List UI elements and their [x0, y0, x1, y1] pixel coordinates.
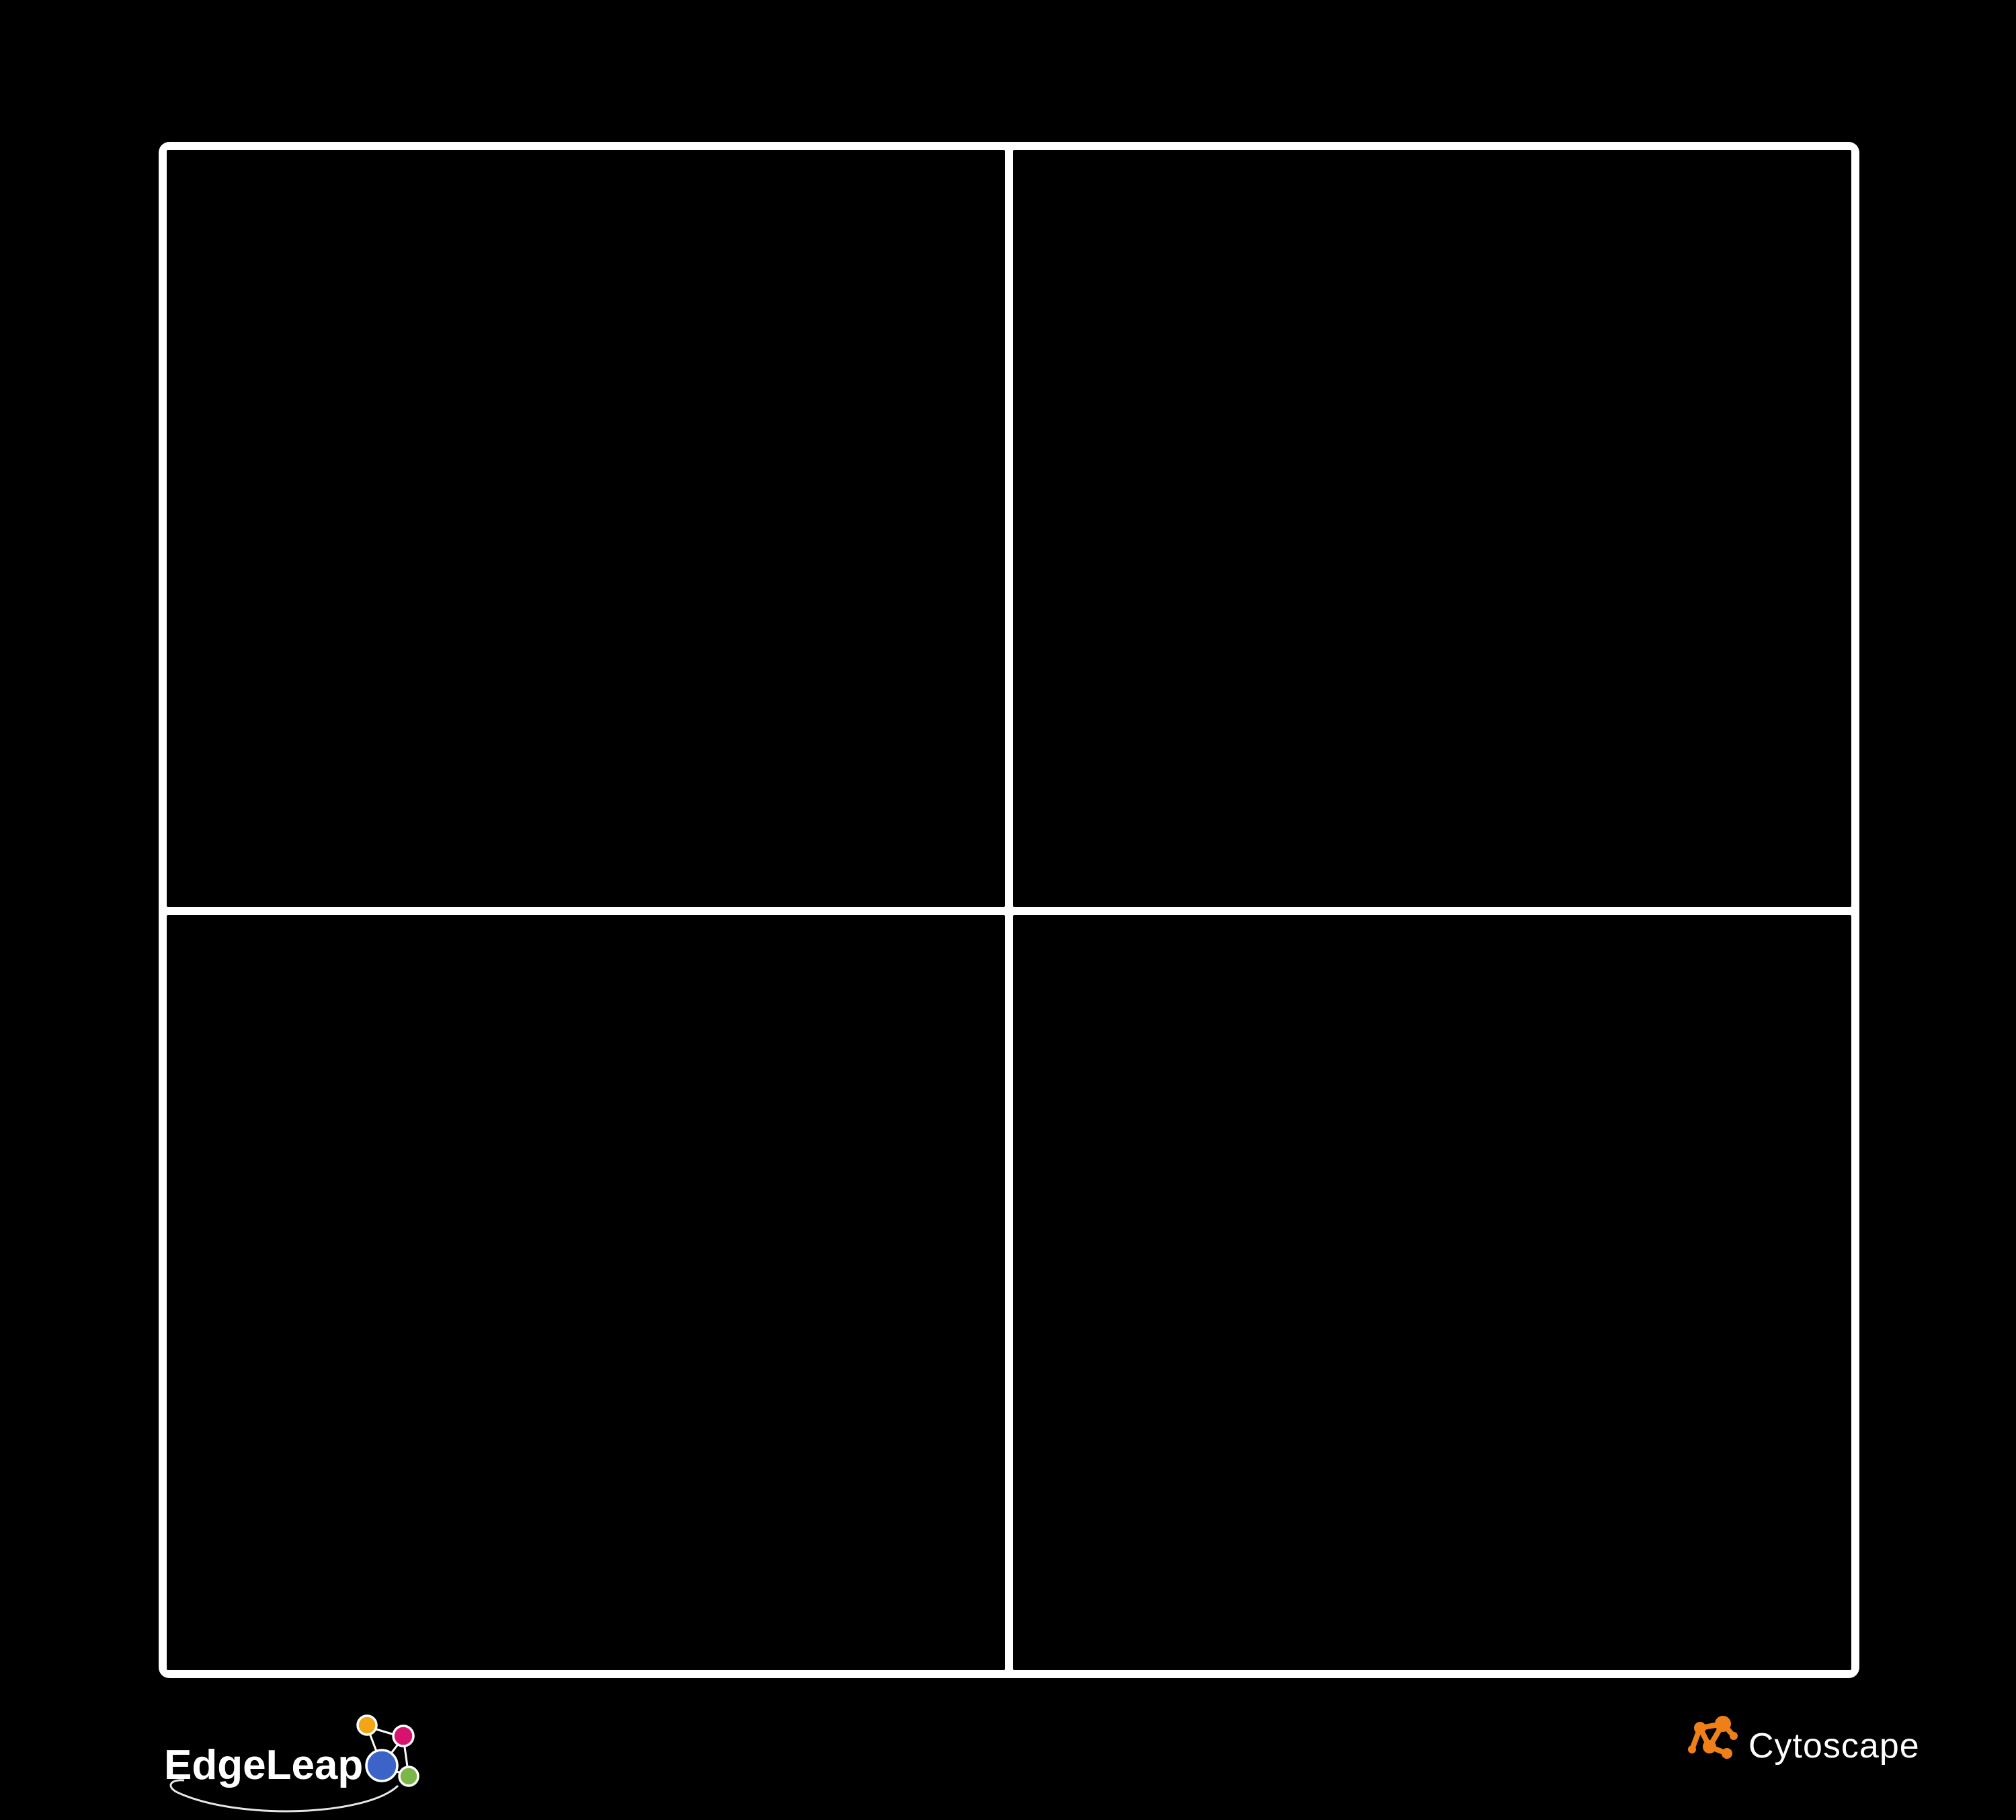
edgeleap-node-orange — [356, 1714, 378, 1736]
cytoscape-wordmark: Cytoscape — [1748, 1727, 1920, 1766]
chemical-class-network — [167, 915, 1005, 1606]
created-by-block: EdgeLeap — [161, 1705, 450, 1820]
edgeleap-node-blue — [365, 1749, 399, 1782]
disease-risk-network — [1013, 150, 1851, 842]
disease-category-legend — [1013, 1589, 1851, 1670]
panels-frame — [159, 142, 1859, 1678]
panel-disease-risk — [1013, 150, 1851, 907]
edgeleap-node-magenta — [392, 1725, 415, 1747]
chemical-class-legend — [167, 1606, 1005, 1670]
edgeleap-logo: EdgeLeap — [164, 1714, 419, 1813]
disease-risk-legend — [1013, 842, 1851, 907]
ingredient-disease-legend — [167, 842, 1005, 907]
panel-disease-category — [1013, 915, 1851, 1670]
disease-category-network — [1013, 915, 1851, 1589]
ingredient-disease-network — [167, 150, 1005, 842]
cytoscape-logo: Cytoscape — [1688, 1716, 1920, 1766]
panel-chemical-class — [167, 915, 1005, 1670]
powered-by-block: Cytoscape — [1684, 1709, 1980, 1786]
panel-ingredient-disease — [167, 150, 1005, 907]
edgeleap-node-green — [398, 1766, 419, 1787]
edgeleap-wordmark: EdgeLeap — [164, 1742, 363, 1788]
cytoscape-icon — [1688, 1716, 1738, 1759]
